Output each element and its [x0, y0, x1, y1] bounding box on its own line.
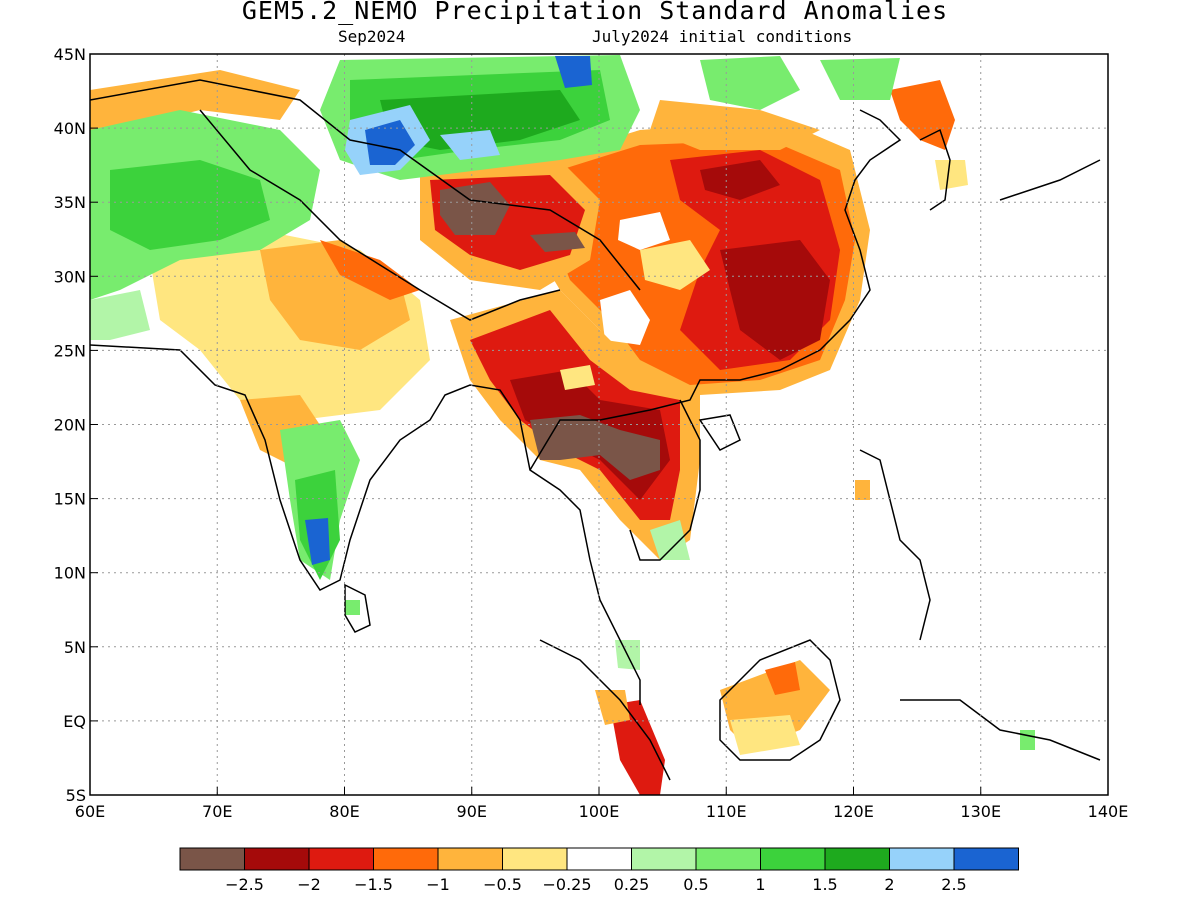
indochina-strong-dry — [530, 415, 660, 480]
colorbar-label: 1 — [755, 875, 765, 894]
y-tick-label: 10N — [54, 564, 86, 583]
colorbar-swatch — [631, 847, 697, 871]
colorbar-swatch — [244, 847, 310, 871]
korea-dry — [890, 80, 955, 150]
y-tick-label: 30N — [54, 267, 86, 286]
colorbar-swatch — [953, 847, 1019, 871]
y-tick-label: 5N — [64, 638, 86, 657]
colorbar-label: −1.5 — [354, 875, 393, 894]
colorbar-swatch — [695, 847, 761, 871]
colorbar-label: 2 — [884, 875, 894, 894]
grid-lines — [90, 54, 1108, 795]
colorbar-label: 0.25 — [614, 875, 650, 894]
forecast-month: Sep2024 — [338, 27, 406, 46]
x-tick-label: 70E — [202, 802, 232, 821]
colorbar-label: 0.5 — [683, 875, 708, 894]
y-tick-label: 35N — [54, 193, 86, 212]
sumatra-dry — [610, 700, 665, 795]
anomaly-fields — [90, 55, 1035, 795]
x-tick-label: 110E — [706, 802, 747, 821]
x-tick-label: 130E — [960, 802, 1001, 821]
colorbar-label: −2.5 — [225, 875, 264, 894]
colorbar-label: −0.25 — [542, 875, 591, 894]
colorbar-label: −2 — [297, 875, 321, 894]
y-tick-label: 15N — [54, 490, 86, 509]
colorbar-label: 1.5 — [812, 875, 837, 894]
y-tick-label: 5S — [66, 786, 86, 805]
tibet-strong-dry — [440, 182, 510, 235]
colorbar-swatch — [760, 847, 826, 871]
map-title: GEM5.2_NEMO Precipitation Standard Anoma… — [241, 0, 949, 25]
colorbar-swatch — [437, 847, 503, 871]
colorbar-swatch — [824, 847, 890, 871]
y-tick-label: EQ — [63, 712, 86, 731]
x-tick-label: 90E — [457, 802, 487, 821]
x-tick-label: 100E — [579, 802, 620, 821]
y-tick-label: 20N — [54, 416, 86, 435]
colorbar: −2.5 −2 −1.5 −1 −0.5 −0.25 0.25 0.5 1 1.5 2 2.5 — [179, 847, 1019, 894]
x-tick-label: 60E — [75, 802, 105, 821]
colorbar-label: −0.5 — [483, 875, 522, 894]
colorbar-swatch — [179, 847, 245, 871]
initial-conditions: July2024 initial conditions — [592, 27, 853, 46]
x-tick-label: 80E — [329, 802, 359, 821]
colorbar-swatch — [308, 847, 374, 871]
y-tick-label: 25N — [54, 341, 86, 360]
axis-ticks: 60E 70E 80E 90E 100E 110E 120E 130E 140E 45N 40N 35… — [54, 45, 1129, 821]
y-tick-label: 40N — [54, 119, 86, 138]
south-india-wet — [305, 518, 330, 565]
coastlines — [90, 79, 1101, 781]
colorbar-swatch — [373, 847, 439, 871]
colorbar-swatch — [566, 847, 632, 871]
colorbar-swatch — [889, 847, 955, 871]
colorbar-swatch — [502, 847, 568, 871]
y-tick-label: 45N — [54, 45, 86, 64]
x-tick-label: 140E — [1088, 802, 1129, 821]
colorbar-label: 2.5 — [941, 875, 966, 894]
colorbar-label: −1 — [426, 875, 450, 894]
x-tick-label: 120E — [833, 802, 874, 821]
